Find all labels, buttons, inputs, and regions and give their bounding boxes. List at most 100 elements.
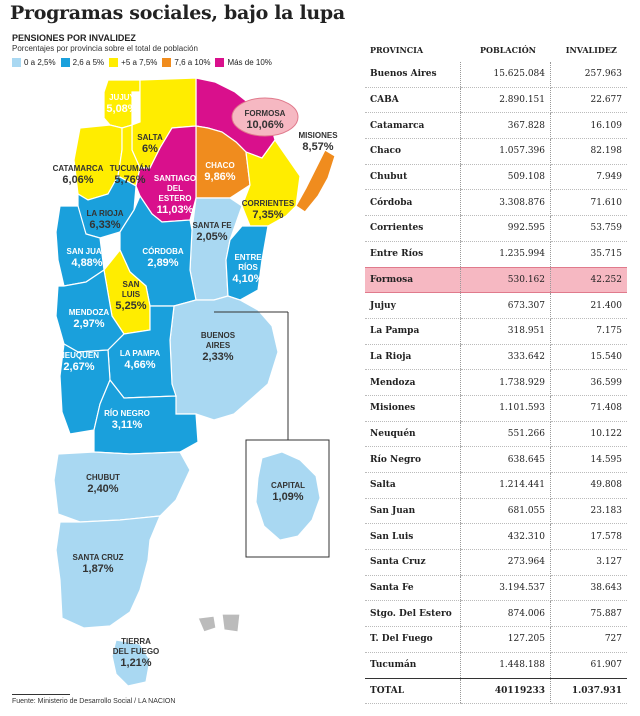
- cell-poblacion: 551.266: [460, 421, 551, 448]
- legend-item: 0 a 2,5%: [12, 58, 56, 67]
- chart-subtitle: PENSIONES POR INVALIDEZ: [12, 33, 136, 43]
- map-label: TUCUMÁN 5,76%: [110, 164, 151, 186]
- table-row: La Pampa 318.951 7.175: [365, 318, 627, 345]
- table-row: Misiones 1.101.593 71.408: [365, 395, 627, 422]
- cell-provincia: Chaco: [365, 138, 461, 165]
- cell-provincia: Formosa: [365, 266, 461, 294]
- table-row: La Rioja 333.642 15.540: [365, 344, 627, 371]
- legend-item: 7,6 a 10%: [162, 58, 210, 67]
- cell-provincia: Corrientes: [365, 215, 461, 242]
- cell-invalidez: 38.643: [550, 575, 627, 602]
- cell-provincia: La Pampa: [365, 318, 461, 345]
- map-label: FORMOSA 10,06%: [245, 109, 286, 131]
- cell-invalidez: 36.599: [550, 369, 627, 396]
- table-row: CABA 2.890.151 22.677: [365, 87, 627, 114]
- legend-item: 2,6 a 5%: [60, 58, 104, 67]
- table-row: San Juan 681.055 23.183: [365, 498, 627, 525]
- cell-provincia: Misiones: [365, 395, 461, 422]
- cell-provincia: Jujuy: [365, 292, 461, 319]
- cell-provincia: TOTAL: [365, 677, 461, 705]
- map-label: LA RIOJA 6,33%: [86, 209, 123, 231]
- map-label: TIERRA DEL FUEGO 1,21%: [113, 637, 160, 669]
- cell-invalidez: 23.183: [550, 498, 627, 525]
- table-row: Corrientes 992.595 53.759: [365, 215, 627, 242]
- cell-poblacion: 673.307: [460, 292, 551, 319]
- legend-item: +5 a 7,5%: [109, 58, 157, 67]
- map-label: MISIONES 8,57%: [298, 131, 338, 153]
- cell-poblacion: 681.055: [460, 498, 551, 525]
- legend-item: Más de 10%: [215, 58, 272, 67]
- table-row: Mendoza 1.738.929 36.599: [365, 369, 627, 396]
- legend-swatch: [60, 58, 70, 67]
- table-row: Catamarca 367.828 16.109: [365, 112, 627, 140]
- province-misiones: [295, 149, 336, 213]
- page-title: Programas sociales, bajo la lupa: [10, 2, 345, 24]
- cell-provincia: Santa Fe: [365, 575, 461, 602]
- cell-poblacion: 1.101.593: [460, 395, 551, 422]
- cell-poblacion: 318.951: [460, 318, 551, 345]
- cell-provincia: La Rioja: [365, 344, 461, 371]
- header-invalidez: INVALIDEZ: [565, 45, 617, 55]
- cell-provincia: Mendoza: [365, 369, 461, 396]
- table-row: Entre Ríos 1.235.994 35.715: [365, 241, 627, 268]
- cell-invalidez: 727: [550, 626, 627, 653]
- header-poblacion: POBLACIÓN: [480, 45, 536, 55]
- cell-provincia: Tucumán: [365, 652, 461, 679]
- cell-poblacion: 509.108: [460, 164, 551, 191]
- cell-provincia: Catamarca: [365, 112, 461, 140]
- map-label: CATAMARCA 6,06%: [53, 164, 104, 186]
- cell-invalidez: 21.400: [550, 292, 627, 319]
- cell-poblacion: 432.310: [460, 523, 551, 551]
- map-label: RÍO NEGRO 3,11%: [104, 409, 150, 431]
- table-row: Chubut 509.108 7.949: [365, 164, 627, 191]
- table-row: Tucumán 1.448.188 61.907: [365, 652, 627, 679]
- table-row: TOTAL 40119233 1.037.931: [365, 677, 627, 705]
- province-santacruz: [55, 515, 161, 629]
- cell-poblacion: 3.308.876: [460, 189, 551, 217]
- cell-poblacion: 3.194.537: [460, 575, 551, 602]
- cell-provincia: Río Negro: [365, 446, 461, 473]
- cell-poblacion: 273.964: [460, 549, 551, 576]
- cell-poblacion: 127.205: [460, 626, 551, 653]
- cell-provincia: CABA: [365, 87, 461, 114]
- source-footer: Fuente: Ministerio de Desarrollo Social …: [12, 698, 176, 705]
- cell-invalidez: 257.963: [550, 62, 627, 88]
- map-label: CAPITAL 1,09%: [271, 481, 305, 503]
- map-label: SAN JUAN 4,88%: [67, 247, 108, 269]
- table-row: San Luis 432.310 17.578: [365, 523, 627, 551]
- cell-invalidez: 7.175: [550, 318, 627, 345]
- map-label: BUENOS AIRES 2,33%: [201, 331, 236, 363]
- cell-poblacion: 530.162: [460, 266, 551, 294]
- table-row: Formosa 530.162 42.252: [365, 266, 627, 294]
- legend-label: 0 a 2,5%: [24, 58, 56, 67]
- footer-rule: [12, 694, 70, 695]
- map-label: SALTA 6%: [137, 133, 163, 155]
- legend: 0 a 2,5% 2,6 a 5% +5 a 7,5% 7,6 a 10% Más de…: [12, 58, 272, 67]
- cell-invalidez: 16.109: [550, 112, 627, 140]
- province-tierradelfuego: [111, 639, 151, 687]
- cell-provincia: T. Del Fuego: [365, 626, 461, 653]
- cell-invalidez: 14.595: [550, 446, 627, 473]
- legend-swatch: [12, 58, 21, 67]
- legend-swatch: [162, 58, 172, 67]
- cell-invalidez: 61.907: [550, 652, 627, 679]
- table-row: T. Del Fuego 127.205 727: [365, 626, 627, 653]
- cell-poblacion: 15.625.084: [460, 62, 551, 88]
- cell-provincia: Buenos Aires: [365, 62, 461, 88]
- table-row: Jujuy 673.307 21.400: [365, 292, 627, 319]
- cell-poblacion: 1.057.396: [460, 138, 551, 165]
- cell-invalidez: 71.408: [550, 395, 627, 422]
- map-label: NEUQUÉN 2,67%: [59, 351, 99, 373]
- legend-label: 7,6 a 10%: [174, 58, 211, 67]
- cell-invalidez: 53.759: [550, 215, 627, 242]
- formosa-highlight: [231, 97, 299, 137]
- chart-description: Porcentajes por provincia sobre el total…: [12, 44, 198, 53]
- cell-invalidez: 3.127: [550, 549, 627, 576]
- map-label: CHUBUT 2,40%: [86, 473, 120, 495]
- map-label: LA PAMPA 4,66%: [120, 349, 161, 371]
- map-label: JUJUY 5,08%: [106, 93, 137, 115]
- cell-poblacion: 1.235.994: [460, 241, 551, 268]
- table-row: Buenos Aires 15.625.084 257.963: [365, 62, 627, 88]
- cell-poblacion: 2.890.151: [460, 87, 551, 114]
- cell-poblacion: 333.642: [460, 344, 551, 371]
